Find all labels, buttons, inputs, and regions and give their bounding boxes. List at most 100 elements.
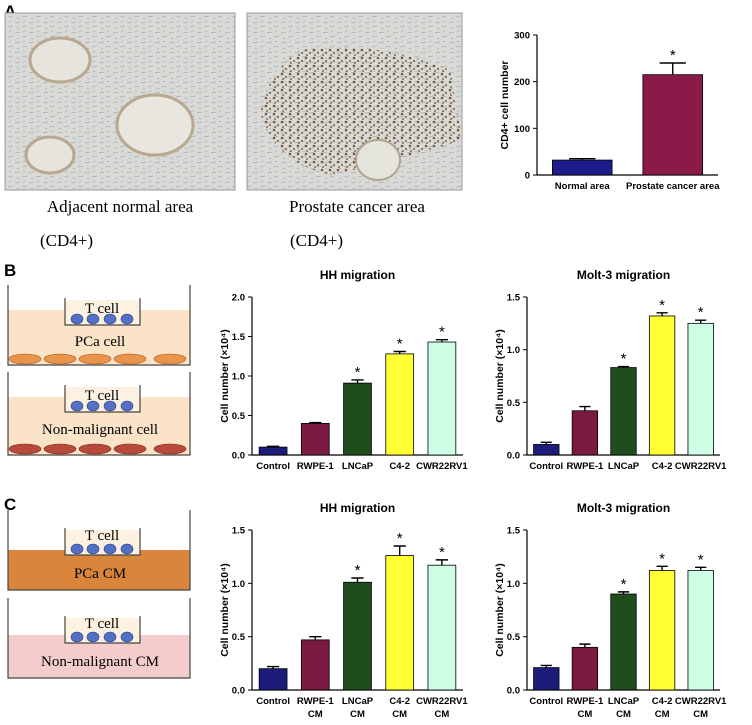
- bar: [571, 410, 599, 456]
- error-bar: [695, 566, 707, 571]
- y-tick-label: 1.5: [507, 293, 521, 304]
- y-tick-label: 1.0: [232, 372, 245, 383]
- x-tick-label: CM: [435, 709, 450, 720]
- chart-title: Molt-3 migration: [577, 501, 670, 515]
- chart-title: Molt-3 migration: [577, 268, 670, 282]
- error-bar: [540, 664, 552, 668]
- error-bar: [309, 635, 322, 640]
- x-tick-label: Prostate cancer area: [626, 181, 720, 192]
- x-tick-label: Normal area: [555, 181, 611, 192]
- error-bar: [656, 312, 668, 316]
- y-tick-label: 200: [514, 77, 530, 88]
- bar: [551, 159, 613, 176]
- significance-marker: *: [670, 47, 676, 64]
- significance-marker: *: [397, 336, 403, 353]
- error-bar: [656, 565, 668, 571]
- error-bar: [617, 591, 630, 594]
- x-tick-label: CM: [350, 709, 365, 720]
- bar: [300, 422, 330, 456]
- significance-marker: *: [698, 304, 704, 321]
- caption: Adjacent normal area: [47, 197, 194, 216]
- panel-label: C: [4, 495, 16, 514]
- bar: [610, 593, 637, 691]
- bar: [343, 382, 372, 456]
- x-tick-label: CM: [616, 709, 631, 720]
- error-bar: [266, 445, 280, 448]
- error-bar: [435, 338, 449, 343]
- y-tick-label: 0.0: [232, 686, 245, 697]
- x-tick-label: C4-2: [652, 696, 673, 707]
- y-axis-label: Cell number (×10⁴): [494, 329, 506, 423]
- y-tick-label: 0.5: [507, 398, 521, 409]
- x-tick-label: Control: [529, 696, 563, 707]
- transwell-diagram: T cell PCa CM: [7, 510, 191, 591]
- transwell-diagram: T cell PCa cell: [7, 285, 191, 366]
- y-tick-label: 300: [514, 31, 530, 42]
- bar: [300, 639, 330, 691]
- x-tick-label: CM: [308, 709, 323, 720]
- error-bar: [540, 441, 552, 445]
- error-bar: [393, 350, 406, 354]
- y-tick-label: 1.0: [507, 579, 520, 590]
- caption: (CD4+): [290, 231, 343, 250]
- bar: [258, 668, 288, 691]
- y-tick-label: 2.0: [232, 293, 245, 304]
- bar: [642, 74, 704, 176]
- y-tick-label: 0.5: [232, 411, 246, 422]
- significance-marker: *: [439, 544, 445, 561]
- y-axis-label: Cell number (×10⁴): [219, 563, 231, 657]
- x-tick-label: CM: [392, 709, 407, 720]
- x-tick-label: Control: [529, 461, 563, 472]
- chart-title: HH migration: [320, 501, 395, 515]
- micrograph-cancer: [246, 12, 463, 191]
- x-tick-label: LNCaP: [342, 461, 374, 472]
- bar: [687, 570, 714, 691]
- x-tick-label: LNCaP: [608, 461, 640, 472]
- bar: [427, 341, 457, 456]
- caption: (CD4+): [40, 231, 93, 250]
- x-tick-label: CWR22RV1: [416, 461, 468, 472]
- y-tick-label: 1.5: [507, 526, 521, 537]
- bar: [571, 646, 599, 691]
- x-tick-label: LNCaP: [608, 696, 640, 707]
- y-tick-label: 1.5: [232, 332, 246, 343]
- y-tick-label: 0.0: [507, 686, 520, 697]
- bar: [385, 353, 415, 456]
- chart-title: HH migration: [320, 268, 395, 282]
- bar: [385, 555, 415, 691]
- significance-marker: *: [355, 364, 361, 381]
- y-tick-label: 0.0: [232, 451, 245, 462]
- y-tick-label: 0.5: [232, 632, 246, 643]
- bar: [533, 667, 560, 691]
- transwell-diagram: T cell Non-malignant cell: [7, 372, 191, 456]
- x-tick-label: LNCaP: [342, 696, 374, 707]
- x-tick-label: RWPE-1: [297, 461, 334, 472]
- diagram-label: Non-malignant CM: [41, 654, 159, 670]
- x-tick-label: CWR22RV1: [675, 461, 727, 472]
- significance-marker: *: [659, 550, 665, 567]
- x-tick-label: RWPE-1: [567, 696, 604, 707]
- error-bar: [393, 545, 406, 556]
- x-tick-label: RWPE-1: [297, 696, 334, 707]
- error-bar: [266, 665, 280, 669]
- caption: Prostate cancer area: [289, 197, 425, 216]
- x-tick-label: C4-2: [389, 696, 410, 707]
- y-axis-label: Cell number (×10⁴): [219, 329, 231, 423]
- significance-marker: *: [621, 351, 627, 368]
- bar: [648, 315, 676, 456]
- error-bar: [695, 319, 707, 324]
- bar: [343, 581, 372, 691]
- y-tick-label: 0.5: [507, 632, 521, 643]
- x-tick-label: CM: [655, 709, 670, 720]
- diagram-label: PCa cell: [75, 334, 125, 350]
- y-tick-label: 1.5: [232, 526, 246, 537]
- y-tick-label: 100: [514, 124, 530, 135]
- y-axis-label: CD4+ cell number: [499, 61, 511, 150]
- diagram-label: T cell: [85, 616, 119, 632]
- bar: [258, 446, 288, 456]
- x-tick-label: CM: [578, 709, 593, 720]
- bar: [533, 444, 560, 456]
- error-bar: [309, 421, 322, 424]
- bar: [427, 564, 457, 691]
